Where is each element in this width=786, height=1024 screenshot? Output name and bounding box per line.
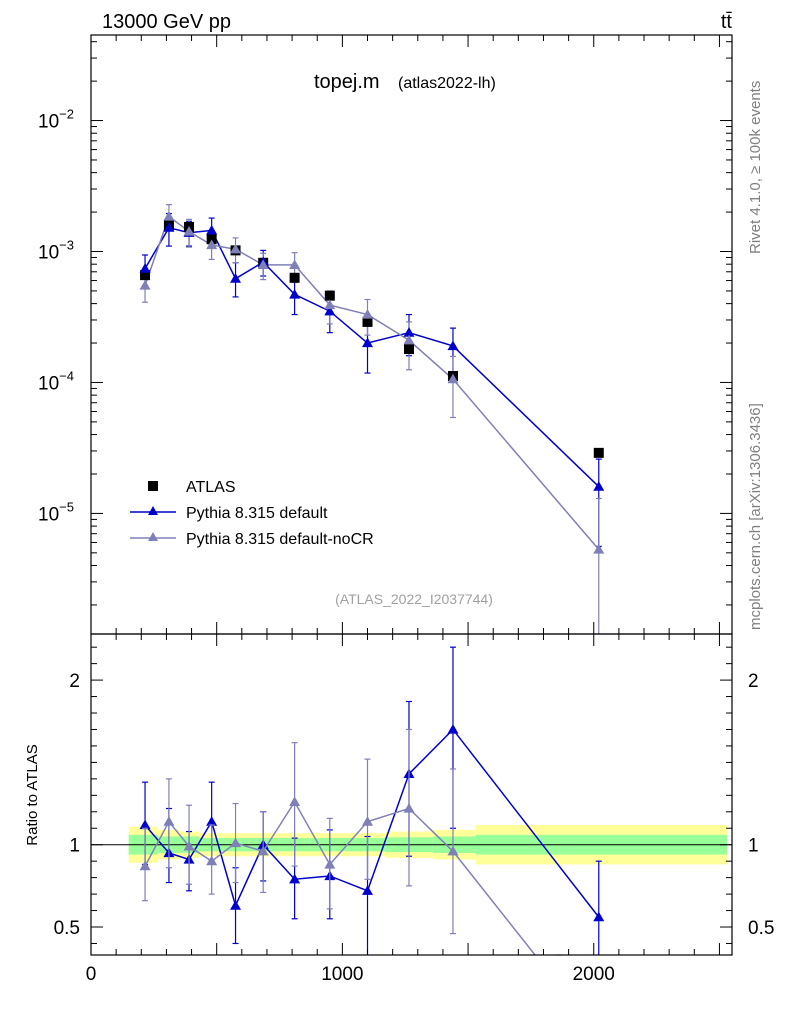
legend-marker-default bbox=[148, 506, 158, 515]
mcplots-label: mcplots.cern.ch [arXiv:1306.3436] bbox=[747, 403, 764, 630]
mc-data-point bbox=[163, 222, 175, 232]
x-tick-label: 0 bbox=[86, 964, 97, 985]
atlas-data-point bbox=[362, 316, 373, 327]
mc-data-point bbox=[257, 259, 269, 270]
ratio-y-tick-label-right: 1 bbox=[748, 836, 759, 857]
mc-data-point bbox=[289, 259, 301, 270]
ratio-data-point bbox=[362, 885, 374, 895]
ratio-y-axis-label: Ratio to ATLAS bbox=[24, 744, 41, 845]
x-tick-label: 1000 bbox=[321, 964, 363, 985]
mc-data-point bbox=[362, 337, 374, 348]
ratio-data-point bbox=[183, 840, 195, 851]
main-series-line bbox=[144, 215, 600, 551]
main-y-tick-label: 10−3 bbox=[38, 237, 74, 263]
mc-data-point bbox=[139, 263, 151, 273]
mc-data-point bbox=[163, 211, 175, 221]
ratio-y-tick-label-right: 0.5 bbox=[748, 918, 774, 939]
ratio-data-point bbox=[230, 837, 242, 848]
plot-title: topej.m bbox=[314, 71, 380, 93]
atlas-data-point bbox=[289, 272, 300, 283]
mc-data-point bbox=[324, 299, 336, 310]
ratio-y-tick-label-left: 0.5 bbox=[54, 918, 80, 939]
ratio-data-point bbox=[230, 900, 242, 910]
mc-data-point bbox=[403, 334, 415, 345]
ratio-y-tick-label-left: 1 bbox=[69, 836, 80, 857]
mc-data-point bbox=[139, 280, 151, 290]
atlas-data-point bbox=[140, 270, 151, 281]
ratio-data-point bbox=[447, 723, 459, 734]
ratio-series-line bbox=[144, 728, 600, 918]
rivet-version-label: Rivet 4.1.0, ≥ 100k events bbox=[747, 81, 764, 254]
atlas-data-point bbox=[593, 447, 604, 458]
plot-subtitle: (atlas2022-lh) bbox=[398, 75, 496, 92]
mc-data-point bbox=[447, 373, 459, 384]
mc-data-point bbox=[362, 309, 374, 319]
ratio-data-point bbox=[139, 860, 151, 871]
legend-label-nocr: Pythia 8.315 default-noCR bbox=[186, 531, 374, 548]
main-y-tick-label: 10−4 bbox=[38, 368, 74, 394]
atlas-data-point bbox=[206, 234, 217, 245]
legend: ATLAS Pythia 8.315 default Pythia 8.315 … bbox=[130, 479, 374, 548]
ratio-data-point bbox=[257, 845, 269, 856]
mc-data-point bbox=[593, 481, 605, 491]
main-y-tick-label: 10−2 bbox=[38, 107, 74, 133]
mc-data-point bbox=[183, 226, 195, 236]
main-y-tick-label: 10−5 bbox=[38, 499, 74, 525]
mc-data-point bbox=[403, 327, 415, 337]
process-label: tt̄ bbox=[721, 11, 733, 33]
atlas-data-point bbox=[324, 290, 335, 301]
atlas-data-point bbox=[403, 344, 414, 355]
mc-data-point bbox=[206, 239, 218, 250]
mc-data-point bbox=[447, 340, 459, 351]
ratio-plot-frame bbox=[90, 633, 733, 956]
mc-data-point bbox=[206, 224, 218, 235]
mc-data-point bbox=[593, 544, 605, 554]
ratio-y-tick-label-left: 2 bbox=[69, 671, 80, 692]
ratio-data-point bbox=[289, 796, 301, 807]
ratio-series-line bbox=[144, 800, 537, 955]
legend-label-atlas: ATLAS bbox=[186, 479, 236, 496]
ratio-data-point bbox=[447, 845, 459, 856]
legend-marker-atlas bbox=[148, 481, 158, 491]
ratio-data-point bbox=[206, 855, 218, 866]
ratio-data-point bbox=[362, 816, 374, 826]
main-series-line bbox=[144, 226, 600, 488]
x-tick-label: 2000 bbox=[573, 964, 615, 985]
ratio-data-point bbox=[593, 911, 605, 922]
mc-data-point bbox=[230, 243, 242, 254]
ratio-data-point bbox=[324, 858, 336, 869]
legend-marker-nocr bbox=[148, 532, 158, 541]
mc-data-point bbox=[230, 273, 242, 283]
ratio-data-point bbox=[163, 816, 175, 826]
ratio-data-point bbox=[289, 873, 301, 884]
mc-data-point bbox=[289, 288, 301, 299]
mc-data-point bbox=[324, 305, 336, 316]
ratio-data-point bbox=[139, 819, 151, 830]
ratio-data-point bbox=[206, 816, 218, 826]
ratio-data-point bbox=[403, 802, 415, 813]
legend-label-default: Pythia 8.315 default bbox=[186, 505, 328, 522]
analysis-tag: (ATLAS_2022_I2037744) bbox=[335, 591, 493, 607]
beam-energy-label: 13000 GeV pp bbox=[102, 11, 231, 33]
ratio-y-tick-label-right: 2 bbox=[748, 671, 759, 692]
